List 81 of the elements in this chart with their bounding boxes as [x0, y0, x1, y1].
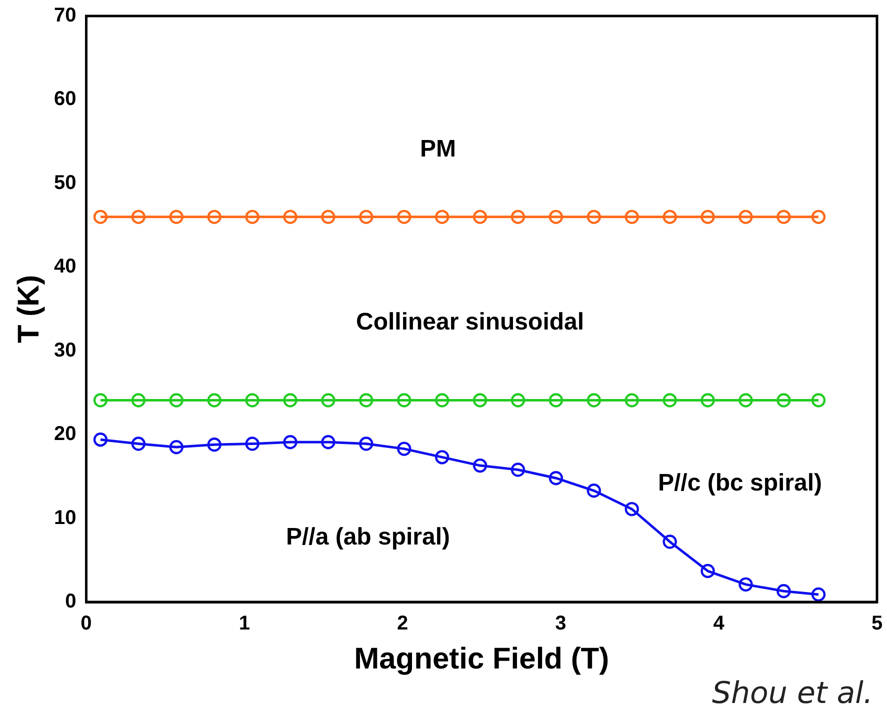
point: [548, 393, 564, 408]
point: [131, 210, 146, 224]
point: [510, 210, 526, 224]
annotation: PM: [420, 136, 456, 163]
annotation: P//c (bc spiral): [658, 470, 822, 497]
y-tick-label: 0: [65, 590, 76, 613]
point: [207, 210, 222, 224]
y-axis-title: T (K): [12, 274, 46, 344]
point: [472, 210, 488, 224]
point: [93, 393, 108, 408]
point: [738, 393, 753, 408]
point: [434, 450, 450, 464]
point: [662, 210, 677, 224]
point: [207, 393, 222, 408]
point: [283, 210, 298, 224]
point: [776, 210, 791, 224]
point: [397, 442, 412, 456]
point: [700, 564, 715, 578]
annotation: P//a (ab spiral): [286, 524, 450, 551]
point: [93, 210, 108, 224]
point: [283, 393, 298, 408]
point: [283, 435, 298, 450]
point: [738, 210, 753, 224]
point: [776, 393, 791, 408]
point: [359, 210, 374, 224]
x-tick-label: 3: [555, 612, 566, 635]
point: [586, 484, 602, 498]
y-tick-label: 40: [54, 256, 76, 278]
point: [624, 393, 639, 408]
point: [397, 210, 412, 224]
point: [321, 435, 336, 450]
x-tick-label: 4: [713, 612, 726, 635]
point: [811, 587, 826, 602]
annotation: Collinear sinusoidal: [356, 308, 584, 336]
point: [131, 393, 146, 408]
point: [245, 436, 260, 451]
point: [131, 436, 146, 451]
point: [738, 577, 753, 592]
point: [245, 210, 260, 224]
point: [321, 393, 336, 408]
text: Shou et al.: [712, 676, 873, 708]
point: [776, 584, 791, 598]
point: [321, 210, 336, 224]
point: [548, 471, 564, 486]
point: [586, 393, 602, 408]
point: [359, 436, 374, 451]
point: [93, 432, 108, 447]
point: [510, 462, 526, 477]
x-axis-title: Magnetic Field (T): [354, 642, 610, 676]
point: [472, 458, 488, 473]
y-tick-label: 10: [54, 506, 76, 529]
point: [586, 210, 602, 224]
point: [169, 440, 184, 454]
point: [700, 393, 715, 408]
point: [397, 393, 412, 408]
x-tick-label: 0: [80, 612, 92, 635]
point: [811, 210, 826, 224]
point: [169, 393, 184, 408]
point: [169, 210, 184, 224]
point: [662, 393, 677, 408]
x-tick-label: 2: [396, 612, 408, 635]
point: [700, 210, 715, 224]
point: [472, 393, 488, 408]
y-tick-label: 50: [54, 172, 76, 194]
point: [245, 393, 260, 408]
y-tick-label: 60: [54, 88, 76, 110]
point: [359, 393, 374, 408]
y-tick-label: 30: [54, 339, 76, 362]
point: [624, 502, 639, 516]
x-tick-label: 1: [238, 612, 250, 635]
y-tick-label: 20: [54, 423, 76, 446]
point: [510, 393, 526, 408]
point: [811, 393, 826, 408]
y-tick-label: 70: [54, 4, 76, 27]
point: [207, 438, 222, 452]
point: [548, 210, 564, 224]
point: [624, 210, 639, 224]
point: [434, 393, 450, 408]
point: [434, 210, 450, 224]
x-tick-label: 5: [871, 612, 883, 635]
point: [662, 534, 677, 549]
